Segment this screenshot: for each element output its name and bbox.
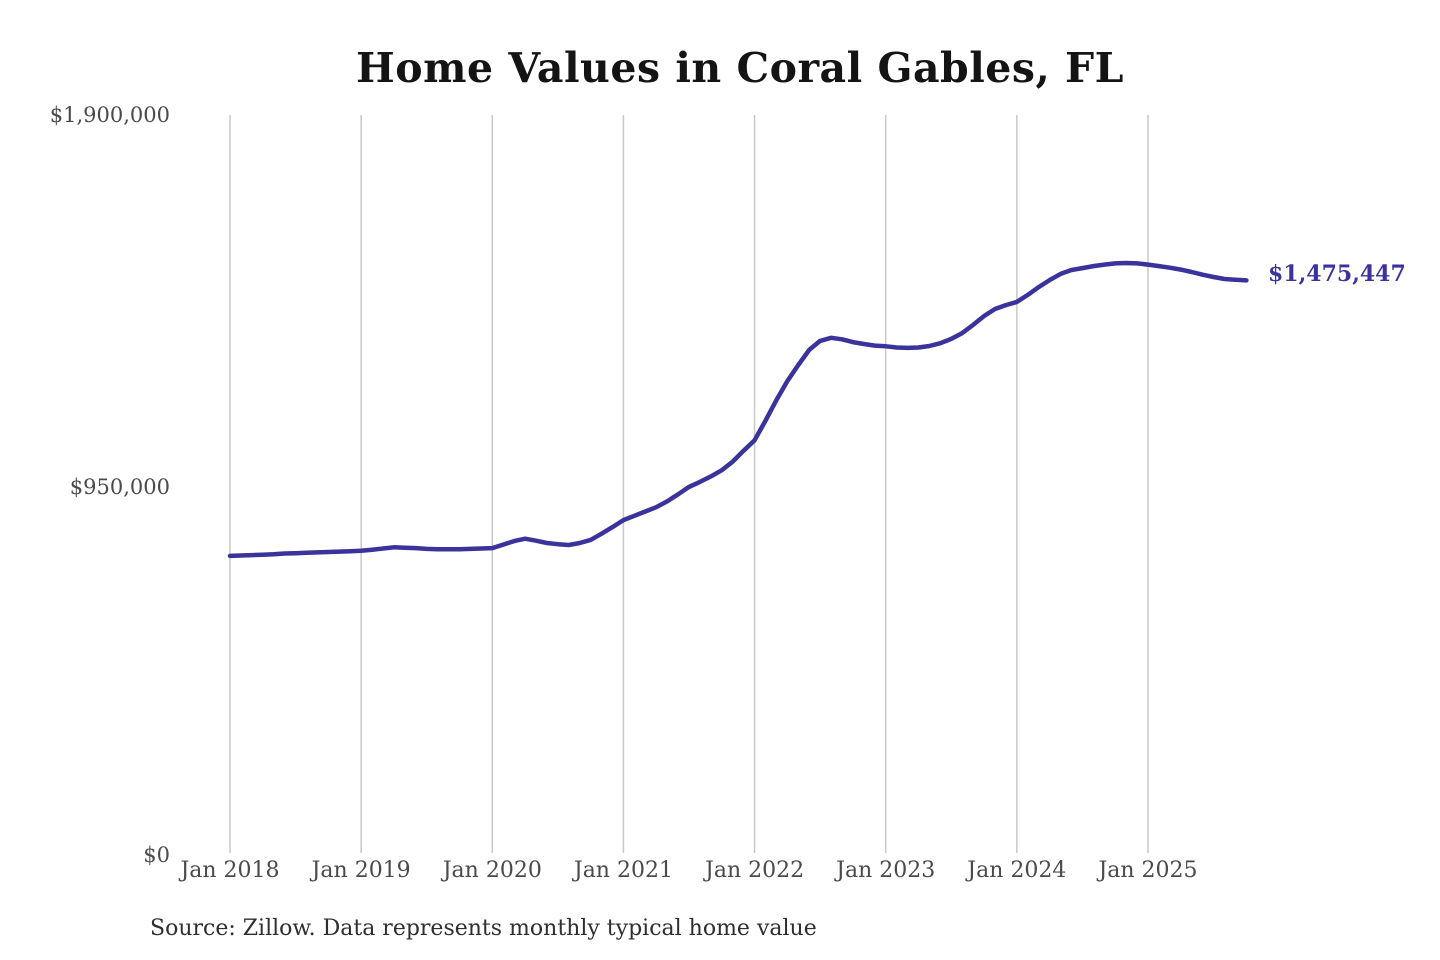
y-tick-label-950000: $950,000	[69, 475, 170, 499]
x-tick-label-2021: Jan 2021	[573, 858, 673, 883]
x-tick-label-2018: Jan 2018	[180, 858, 280, 883]
x-tick-label-2019: Jan 2019	[311, 858, 411, 883]
x-tick-label-2023: Jan 2023	[836, 858, 936, 883]
home-value-line	[227, 260, 1249, 559]
x-tick-label-2025: Jan 2025	[1098, 858, 1198, 883]
latest-value-label: $1,475,447	[1268, 261, 1406, 287]
vertical-gridlines	[229, 115, 1149, 853]
y-tick-label-1900000: $1,900,000	[49, 103, 170, 127]
x-tick-label-2024: Jan 2024	[967, 858, 1067, 883]
chart-title: Home Values in Coral Gables, FL	[356, 44, 1124, 92]
x-tick-label-2020: Jan 2020	[442, 858, 542, 883]
source-note: Source: Zillow. Data represents monthly …	[150, 916, 817, 941]
y-tick-label-0: $0	[143, 843, 170, 867]
x-tick-label-2022: Jan 2022	[705, 858, 805, 883]
